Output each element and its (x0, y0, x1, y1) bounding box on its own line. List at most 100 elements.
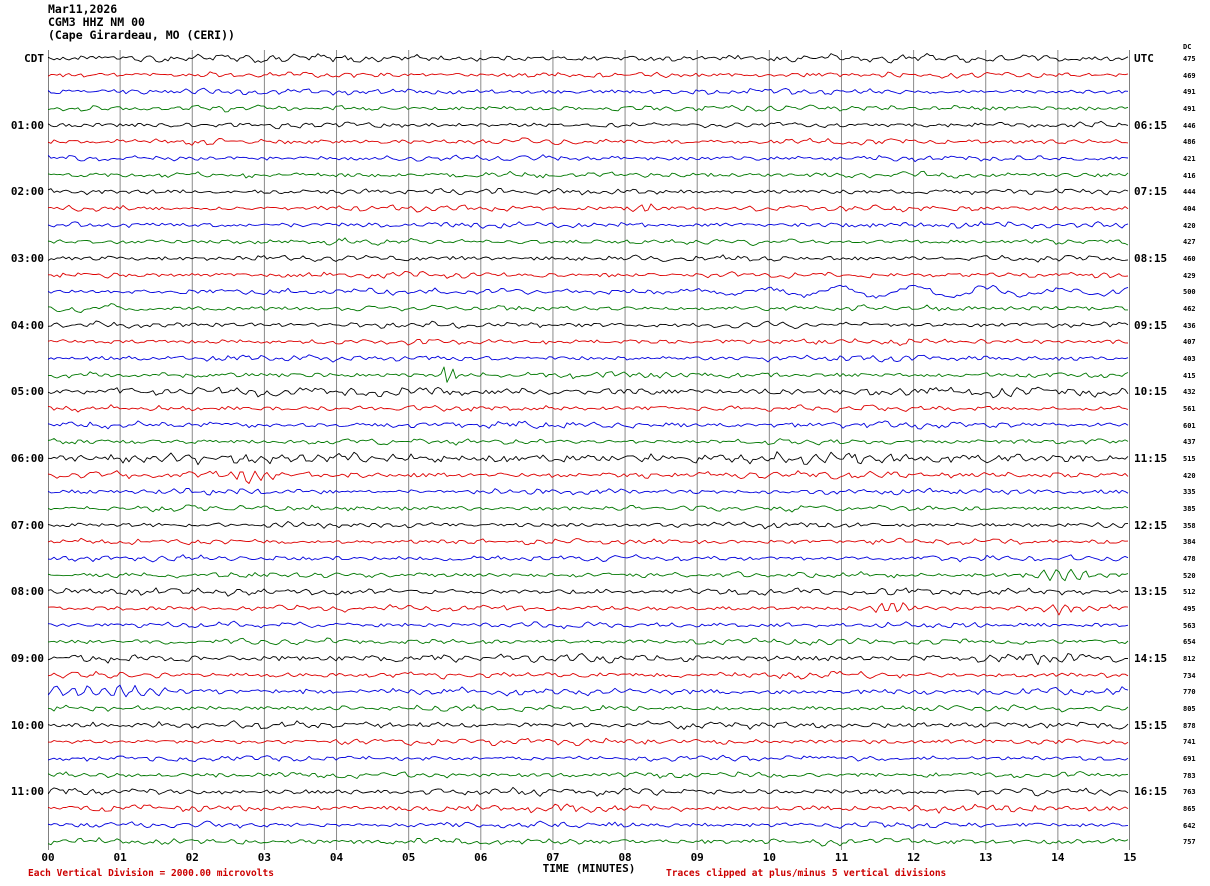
right-time-label: 12:15 (1134, 518, 1168, 532)
trace-row-15 (48, 303, 1128, 313)
trace-row-41 (48, 737, 1129, 747)
right-axis-header: UTC (1134, 51, 1154, 65)
trace-row-12 (48, 254, 1129, 263)
dc-value: 469 (1183, 71, 1196, 80)
trace-row-25 (48, 470, 1129, 484)
dc-value: 358 (1183, 521, 1196, 530)
x-tick-label: 10 (762, 851, 776, 864)
trace-row-38 (48, 684, 1129, 698)
trace-row-40 (48, 720, 1129, 730)
header-location: (Cape Girardeau, MO (CERI)) (48, 28, 235, 42)
left-time-label: 06:00 (10, 451, 44, 465)
x-tick-label: 13 (979, 851, 993, 864)
trace-row-0 (48, 53, 1129, 64)
left-time-label: 10:00 (10, 718, 44, 732)
trace-row-24 (48, 451, 1129, 466)
dc-value: 515 (1183, 454, 1196, 463)
dc-value: 812 (1183, 654, 1196, 663)
dc-value: 385 (1183, 504, 1196, 513)
dc-value: 691 (1183, 754, 1196, 763)
x-tick-label: 15 (1123, 851, 1137, 864)
trace-row-16 (48, 320, 1129, 330)
dc-value: 563 (1183, 621, 1196, 630)
trace-row-9 (48, 203, 1129, 213)
seismogram-plot (48, 50, 1130, 850)
right-time-label: 14:15 (1134, 651, 1168, 665)
trace-row-28 (48, 521, 1129, 530)
plot-background (48, 50, 1130, 850)
left-time-label: 01:00 (10, 118, 44, 132)
dc-value: 783 (1183, 771, 1196, 780)
dc-value: 512 (1183, 588, 1196, 597)
trace-row-29 (48, 537, 1129, 546)
trace-row-13 (48, 270, 1129, 279)
trace-row-30 (48, 554, 1129, 563)
dc-value: 415 (1183, 371, 1196, 380)
left-time-label: 05:00 (10, 385, 44, 399)
dc-value: 865 (1183, 804, 1196, 813)
footer-clip-note: Traces clipped at plus/minus 5 vertical … (666, 868, 947, 879)
left-time-label: 11:00 (10, 785, 44, 799)
x-tick-label: 14 (1051, 851, 1065, 864)
left-axis-header: CDT (24, 51, 44, 65)
footer-scale-note: Each Vertical Division = 2000.00 microvo… (28, 868, 274, 879)
left-time-label: 07:00 (10, 518, 44, 532)
dc-value: 462 (1183, 304, 1196, 313)
x-tick-label: 05 (402, 851, 416, 864)
right-time-label: 10:15 (1134, 385, 1168, 399)
dc-value: 770 (1183, 688, 1196, 697)
dc-value: 420 (1183, 221, 1196, 230)
right-time-label: 09:15 (1134, 318, 1168, 332)
trace-row-36 (48, 653, 1128, 666)
x-tick-label: 03 (257, 851, 272, 864)
x-axis-title: TIME (MINUTES) (542, 862, 636, 875)
trace-row-11 (48, 237, 1129, 247)
trace-row-3 (48, 104, 1129, 113)
dc-value: 478 (1183, 554, 1196, 563)
dc-value: 416 (1183, 171, 1196, 180)
dc-value: 407 (1183, 338, 1196, 347)
trace-row-2 (48, 87, 1129, 96)
trace-row-4 (48, 120, 1129, 130)
left-time-label: 08:00 (10, 585, 44, 599)
x-tick-label: 11 (834, 851, 849, 864)
dc-value: 420 (1183, 471, 1196, 480)
left-time-label: 02:00 (10, 185, 44, 199)
dc-column-header: DC (1183, 43, 1192, 51)
dc-value: 805 (1183, 704, 1196, 713)
x-tick-label: 01 (113, 851, 127, 864)
dc-value: 403 (1183, 354, 1196, 363)
dc-value: 495 (1183, 604, 1196, 613)
trace-row-6 (48, 154, 1129, 163)
trace-row-46 (48, 820, 1129, 829)
dc-value: 460 (1183, 254, 1196, 263)
trace-row-32 (48, 587, 1129, 597)
dc-value: 491 (1183, 104, 1196, 113)
trace-row-1 (48, 71, 1129, 79)
left-time-label: 03:00 (10, 251, 44, 265)
dc-value: 734 (1183, 671, 1196, 680)
dc-value: 436 (1183, 321, 1196, 330)
trace-row-27 (48, 504, 1129, 513)
dc-value: 491 (1183, 88, 1196, 97)
x-tick-label: 07 (546, 851, 560, 864)
right-time-label: 07:15 (1134, 185, 1168, 199)
trace-row-7 (48, 170, 1129, 179)
x-tick-label: 00 (41, 851, 55, 864)
right-time-label: 13:15 (1134, 585, 1168, 599)
trace-row-47 (48, 837, 1129, 847)
dc-value: 878 (1183, 721, 1196, 730)
dc-value: 446 (1183, 121, 1196, 130)
right-time-label: 08:15 (1134, 251, 1168, 265)
trace-row-18 (48, 354, 1129, 363)
trace-row-37 (48, 670, 1129, 680)
dc-value: 561 (1183, 404, 1196, 413)
trace-row-45 (48, 803, 1129, 814)
right-time-label: 16:15 (1134, 785, 1168, 799)
trace-row-35 (48, 637, 1129, 646)
dc-value: 601 (1183, 421, 1196, 430)
dc-value: 444 (1183, 188, 1196, 197)
x-tick-label: 06 (474, 851, 488, 864)
dc-value: 421 (1183, 154, 1196, 163)
